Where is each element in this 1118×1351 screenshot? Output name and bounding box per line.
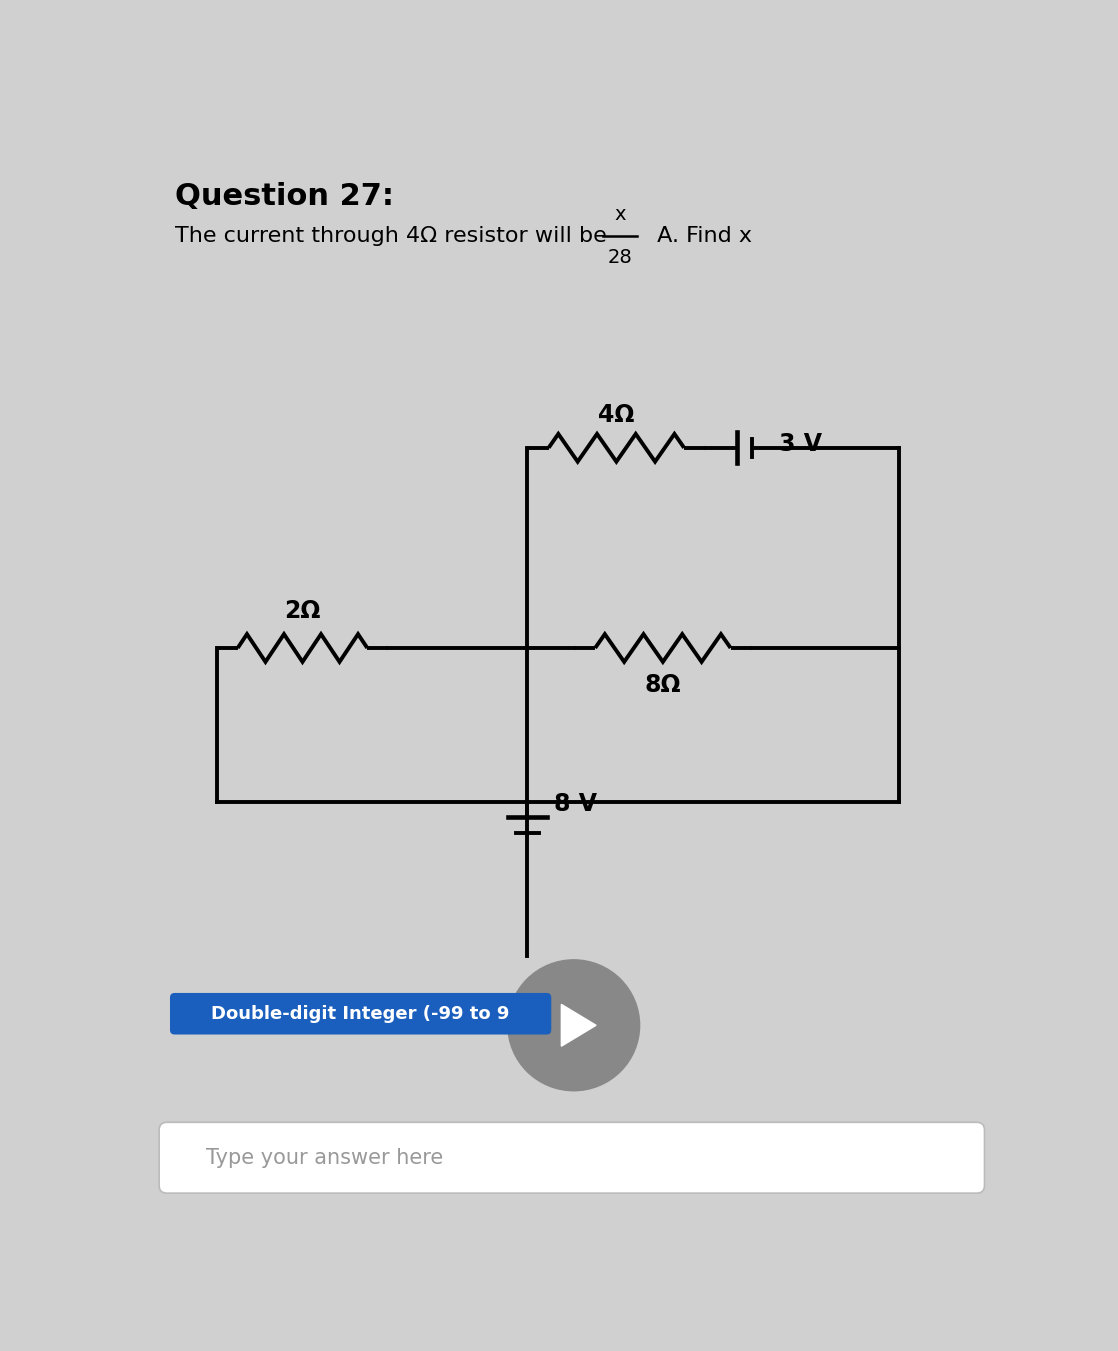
Circle shape (508, 959, 639, 1090)
FancyBboxPatch shape (159, 1123, 985, 1193)
Text: 8 V: 8 V (555, 792, 597, 816)
Text: A. Find x: A. Find x (650, 226, 751, 246)
Text: Type your answer here: Type your answer here (206, 1148, 443, 1167)
Text: 28: 28 (608, 247, 633, 266)
Text: Question 27:: Question 27: (174, 182, 394, 211)
FancyBboxPatch shape (170, 993, 551, 1035)
Text: Double-digit Integer (-99 to 9: Double-digit Integer (-99 to 9 (211, 1005, 510, 1023)
Text: x: x (615, 205, 626, 224)
Text: 8Ω: 8Ω (645, 673, 681, 697)
Text: The current through 4Ω resistor will be: The current through 4Ω resistor will be (174, 226, 614, 246)
Text: 2Ω: 2Ω (284, 600, 321, 623)
Text: 4Ω: 4Ω (598, 403, 635, 427)
Text: 3 V: 3 V (779, 432, 822, 455)
Polygon shape (561, 1004, 596, 1046)
